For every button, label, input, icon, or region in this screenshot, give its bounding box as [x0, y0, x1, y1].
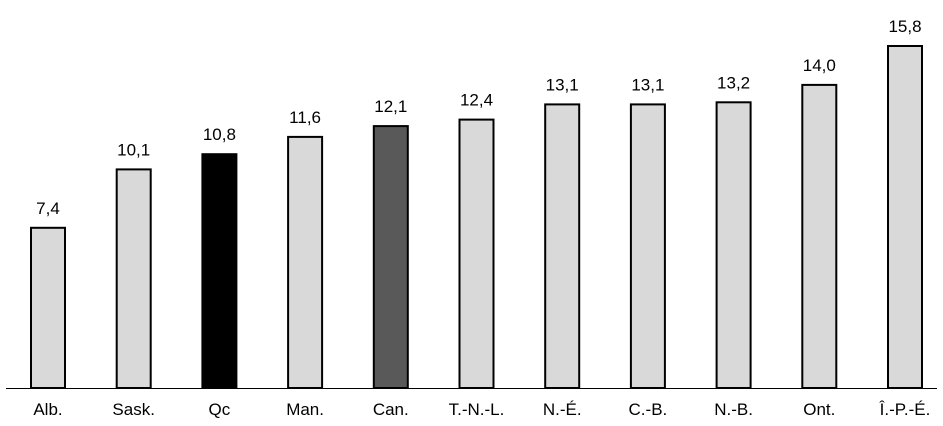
value-label-qc: 10,8 [203, 125, 236, 144]
value-label-sask: 10,1 [117, 140, 150, 159]
value-label-t-n-l: 12,4 [460, 91, 493, 110]
bar-c-b [629, 103, 666, 390]
category-label-n-b: N.-B. [714, 400, 753, 419]
bar-alb [30, 226, 66, 389]
bar-p [887, 45, 923, 389]
category-label-p: Î.-P.-É. [879, 400, 931, 419]
bar-t-n-l [458, 118, 495, 389]
bar-can [372, 125, 409, 389]
category-label-sask: Sask. [112, 400, 155, 419]
bar-qc [201, 153, 238, 389]
value-label-n-b: 13,2 [717, 73, 750, 92]
value-label-alb: 7,4 [36, 199, 60, 218]
value-label-man: 11,6 [289, 108, 321, 127]
value-label-c-b: 13,1 [631, 75, 664, 94]
category-labels-group: Alb. Sask. Qc Man. Can. T.-N.-L. N.-É. C.-B. N.-… [33, 400, 930, 419]
value-label-p: 15,8 [888, 17, 921, 36]
category-label-t-n-l: T.-N.-L. [449, 400, 505, 419]
category-label-can: Can. [373, 400, 409, 419]
value-labels-group: 7,4 10,1 10,8 11,6 12,1 12,4 13,1 13,1 13,2 14,0 1… [36, 17, 921, 218]
bar-man [287, 135, 324, 389]
value-label-ont: 14,0 [803, 56, 836, 75]
category-label-n: N.-É. [543, 400, 582, 419]
value-label-n: 13,1 [546, 75, 579, 94]
category-label-alb: Alb. [33, 400, 62, 419]
bar-ont [801, 83, 838, 390]
category-label-c-b: C.-B. [629, 400, 668, 419]
value-label-can: 12,1 [374, 97, 407, 116]
bar-n-b [715, 101, 752, 390]
bar-n [544, 103, 581, 390]
bar-sask [115, 168, 152, 389]
category-label-ont: Ont. [803, 400, 835, 419]
bars-group [30, 45, 923, 390]
category-label-qc: Qc [209, 400, 231, 419]
category-label-man: Man. [286, 400, 324, 419]
